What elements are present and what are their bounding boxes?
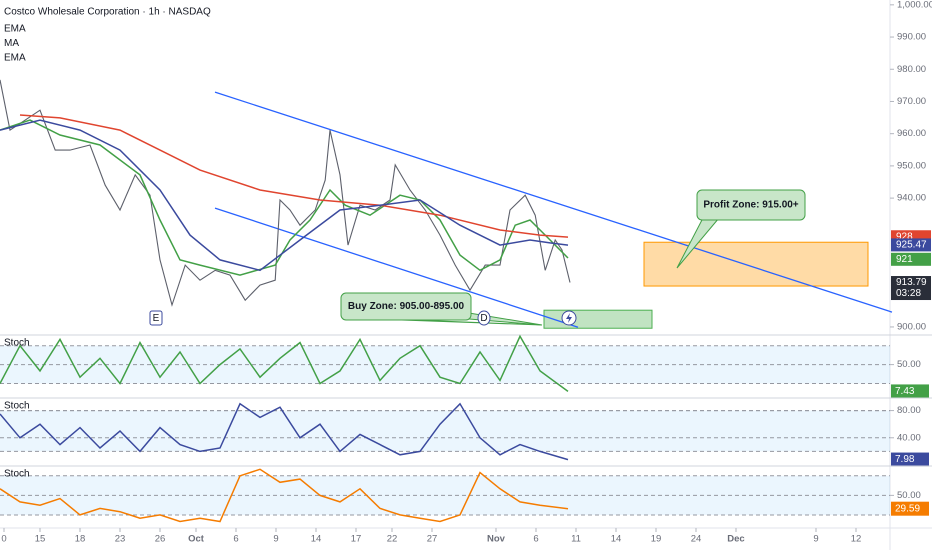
event-marker [477, 310, 491, 326]
y-tick-label: 50.00 [897, 490, 921, 501]
x-tick-label: 17 [351, 534, 362, 545]
x-tick-label: 24 [691, 534, 702, 545]
x-tick-label: 6 [233, 534, 238, 545]
alert-bolt [566, 313, 572, 323]
series-line [0, 402, 569, 461]
legend-entry: MA [4, 38, 19, 49]
x-tick-label: 14 [311, 534, 322, 545]
y-tick-label: 960.00 [897, 128, 926, 139]
x-tick-label: Nov [487, 534, 506, 545]
y-tick-label: 950.00 [897, 160, 926, 171]
y-tick-label: 940.00 [897, 193, 926, 204]
series-line [0, 334, 569, 393]
x-tick-label: 18 [75, 534, 86, 545]
x-tick-label: Oct [188, 534, 205, 545]
y-tick-label: 970.00 [897, 96, 926, 107]
y-tick-label: 900.00 [897, 321, 926, 332]
stoch-band [0, 410, 890, 452]
x-tick-label: 0 [1, 534, 6, 545]
x-tick-label: 22 [387, 534, 398, 545]
y-tick-label: 40.00 [897, 432, 921, 443]
x-tick-label: 11 [571, 534, 581, 545]
last-value-badge [891, 452, 929, 467]
x-tick-label: 14 [611, 534, 622, 545]
x-tick-label: 6 [533, 534, 538, 545]
event-marker [149, 310, 163, 326]
x-tick-label: 19 [651, 534, 662, 545]
legend-entry: EMA [4, 53, 26, 64]
last-value-label: 7.98 [895, 454, 915, 465]
y-tick-label: 980.00 [897, 64, 926, 75]
x-tick-label: 26 [155, 534, 166, 545]
zone-label: Profit Zone: 915.00+ [703, 200, 798, 211]
x-tick-label: Dec [727, 534, 744, 545]
callout-pointer [676, 217, 720, 269]
event-label: E [153, 313, 160, 324]
trendline [214, 207, 579, 328]
x-tick-label: 9 [273, 534, 278, 545]
y-tick-label: 1,000.00 [897, 0, 932, 10]
countdown: 03:28 [896, 288, 921, 299]
callout-box [340, 292, 472, 321]
y-tick-label: 80.00 [897, 405, 921, 416]
x-tick-label: 15 [35, 534, 46, 545]
legend-entry: EMA [4, 24, 26, 35]
y-tick-label: 50.00 [897, 359, 921, 370]
last-value-label: 7.43 [895, 386, 915, 397]
x-tick-label: 23 [115, 534, 126, 545]
last-value-badge [891, 384, 929, 399]
series-line [0, 119, 569, 272]
series-line [0, 79, 571, 307]
last-value-label: 29.59 [895, 503, 920, 514]
pane-title: Stoch [4, 469, 30, 480]
price-badge-label: 913.79 [896, 277, 927, 288]
zone [543, 309, 653, 329]
pane-title: Stoch [4, 401, 30, 412]
x-tick-label: 27 [427, 534, 438, 545]
price-badge [891, 276, 931, 301]
y-tick-label: 990.00 [897, 32, 926, 43]
price-badge-label: 925.47 [896, 240, 927, 251]
x-tick-label: 9 [813, 534, 818, 545]
chart-header: Costco Wholesale Corporation · 1h · NASD… [4, 7, 211, 18]
price-badge [891, 252, 931, 266]
x-tick-label: 12 [851, 534, 862, 545]
series-line [0, 119, 569, 276]
price-badge [891, 238, 931, 252]
pane-title: Stoch [4, 338, 30, 349]
callout-box [696, 189, 806, 221]
event-label: D [480, 313, 487, 324]
last-value-badge [891, 501, 929, 516]
zone [643, 241, 869, 287]
zone-label: Buy Zone: 905.00-895.00 [348, 301, 465, 312]
trendline [214, 91, 893, 313]
price-badge-label: 921 [896, 254, 913, 265]
series-line [0, 468, 569, 523]
series-line [19, 114, 569, 238]
price-badge-label: 928 [896, 231, 913, 242]
